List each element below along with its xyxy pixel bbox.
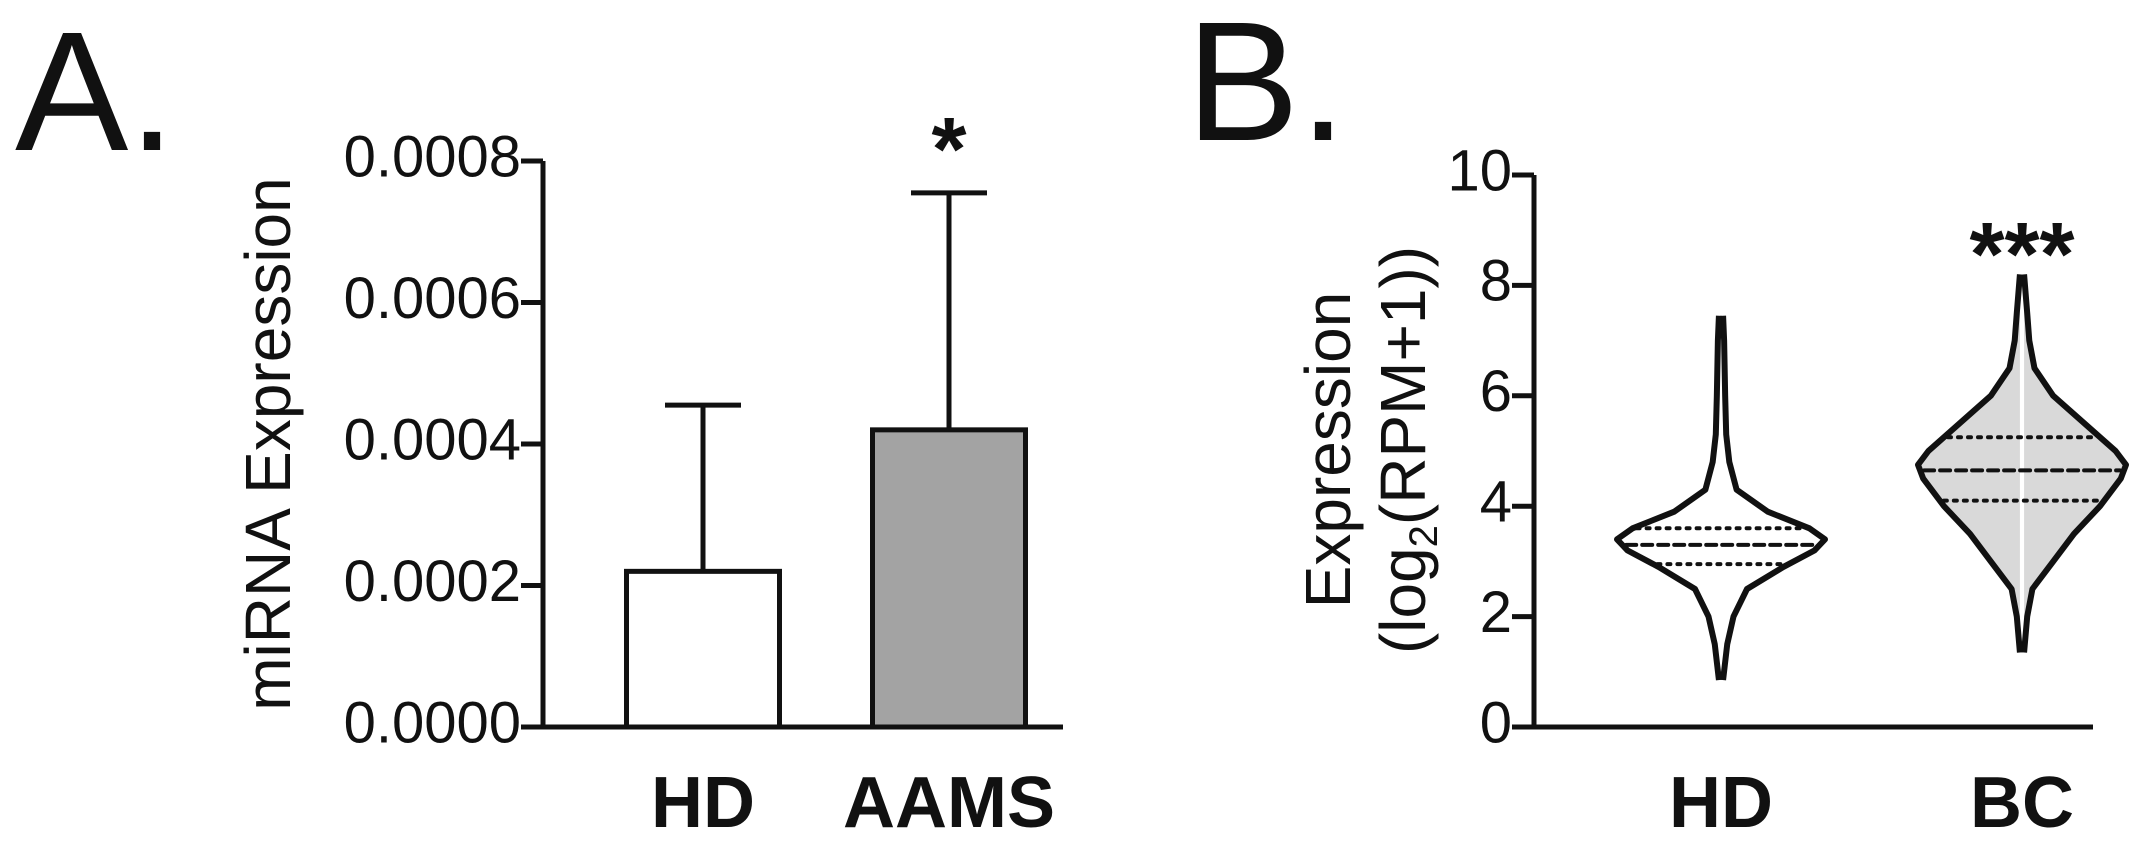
y-tick-label: 0 [1480, 690, 1512, 755]
y-axis-label: (log2(RPM+1)) [1367, 246, 1446, 654]
x-tick-label: HD [1669, 763, 1773, 843]
violin-fill [1918, 274, 2020, 653]
y-axis-label-part: (log [1367, 547, 1439, 654]
violin-fill [2024, 274, 2126, 653]
significance-annotation: * [931, 100, 966, 200]
significance-annotation: *** [1969, 205, 2074, 305]
y-tick-label: 0.0000 [344, 690, 521, 755]
bar [624, 568, 782, 730]
violin-outline [1614, 315, 1722, 681]
y-axis-label: miRNA Expression [232, 177, 304, 711]
violin-fill [1617, 315, 1719, 681]
y-tick-label: 2 [1480, 580, 1512, 645]
violin-outline [2021, 274, 2129, 653]
violin-outline [1720, 315, 1828, 681]
x-tick-label: BC [1970, 763, 2074, 843]
y-tick-label: 0.0004 [344, 407, 521, 472]
x-tick-label: AAMS [843, 763, 1055, 843]
violin-outline [1915, 274, 2023, 653]
y-tick-label: 4 [1480, 470, 1512, 535]
x-tick-label: HD [651, 763, 755, 843]
bar [870, 427, 1028, 730]
panel-label: A. [15, 0, 176, 187]
y-tick-label: 6 [1480, 359, 1512, 424]
y-axis-label: Expression [1292, 292, 1364, 609]
panel-label: B. [1186, 0, 1347, 177]
y-tick-label: 0.0006 [344, 266, 521, 331]
y-axis-label-sub: 2 [1402, 525, 1446, 547]
y-tick-label: 0.0002 [344, 549, 521, 614]
y-tick-label: 10 [1447, 138, 1512, 203]
y-axis-label-part: (RPM+1)) [1367, 246, 1439, 525]
violin-fill [1723, 315, 1825, 681]
y-tick-label: 8 [1480, 249, 1512, 314]
y-tick-label: 0.0008 [344, 124, 521, 189]
